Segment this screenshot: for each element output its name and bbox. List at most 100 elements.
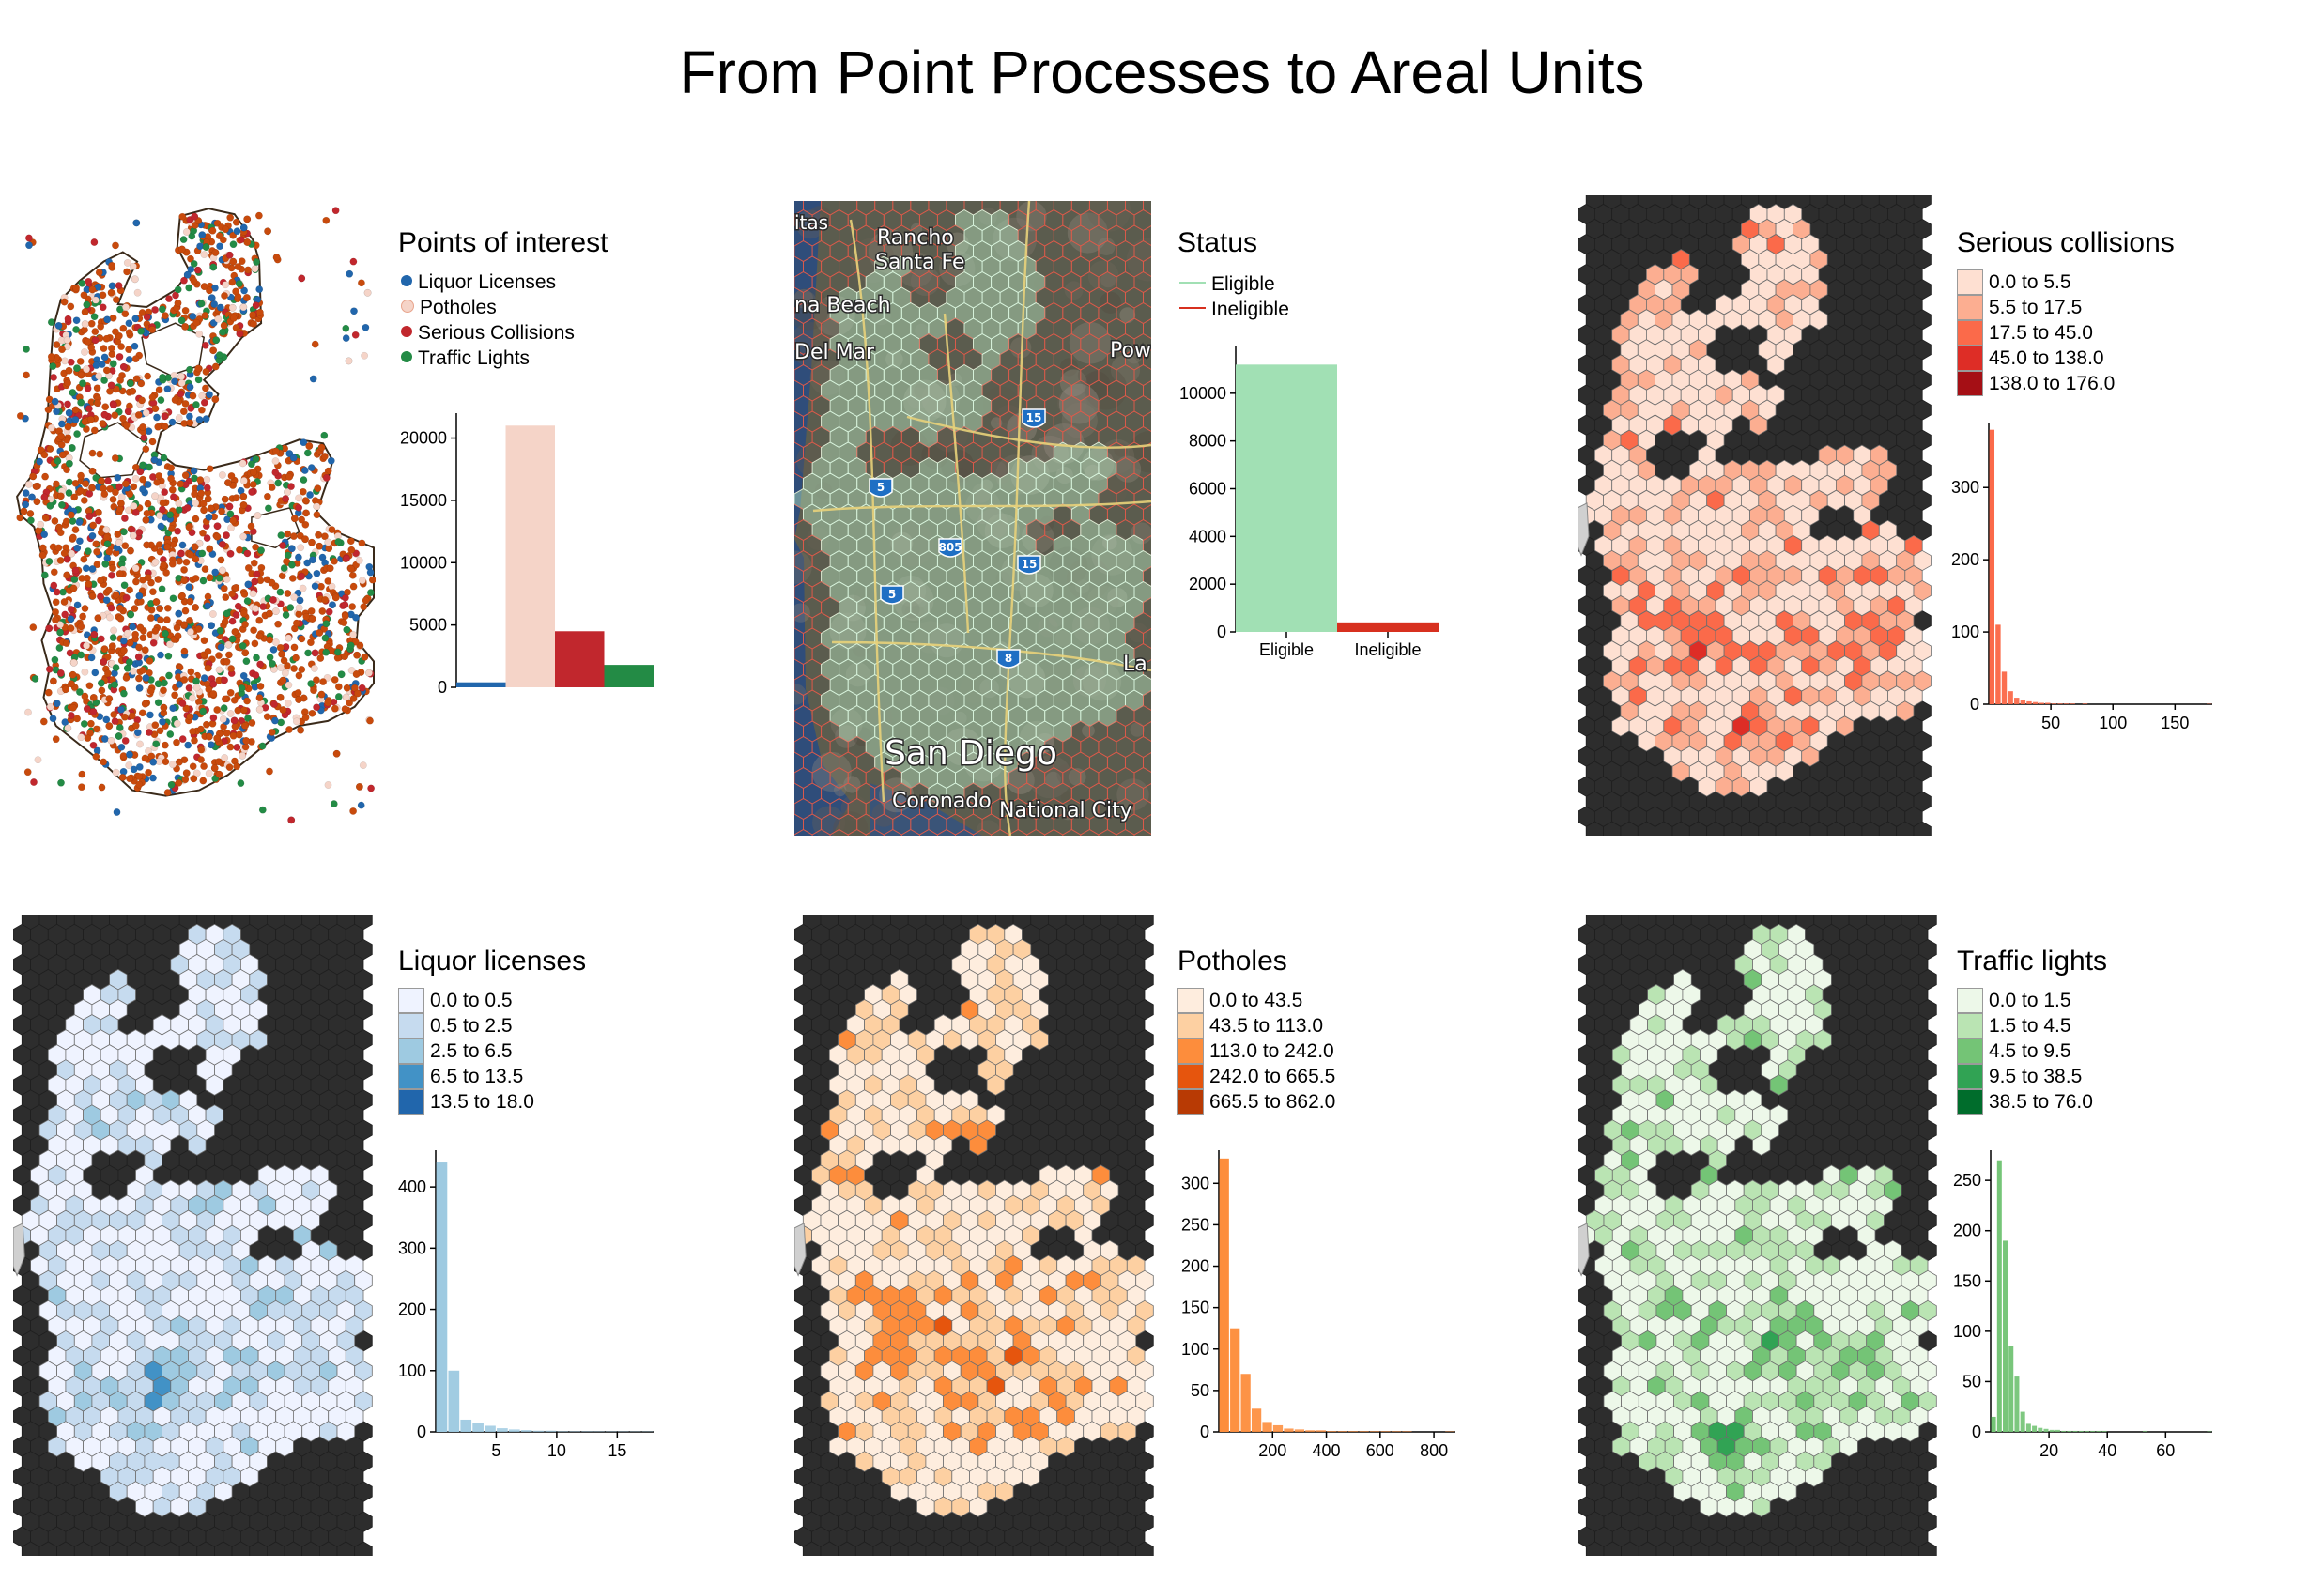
poi-point xyxy=(266,636,274,644)
poi-point xyxy=(348,603,357,611)
poi-point xyxy=(64,423,72,431)
poi-point xyxy=(85,277,93,285)
poi-point xyxy=(226,213,235,222)
poi-point xyxy=(169,493,177,501)
legend-swatch xyxy=(1179,307,1206,310)
legend-swatch xyxy=(1179,282,1206,285)
poi-point xyxy=(190,467,198,475)
poi-point xyxy=(97,679,105,687)
poi-point xyxy=(367,784,376,792)
poi-point xyxy=(220,584,228,592)
poi-point xyxy=(346,269,354,278)
poi-point xyxy=(352,613,360,622)
legend-label: Potholes xyxy=(420,297,497,318)
poi-point xyxy=(205,286,213,295)
poi-point xyxy=(272,254,281,262)
poi-point xyxy=(88,531,97,540)
poi-point xyxy=(278,650,285,658)
poi-point xyxy=(39,717,48,726)
y-tick-label: 15000 xyxy=(400,491,447,510)
poi-point xyxy=(306,491,315,499)
poi-point xyxy=(347,667,356,674)
poi-point xyxy=(99,291,107,300)
poi-point xyxy=(192,555,200,563)
poi-point xyxy=(155,471,163,480)
poi-point xyxy=(310,664,318,672)
poi-point xyxy=(307,680,316,688)
poi-point xyxy=(357,801,365,809)
poi-point xyxy=(340,619,348,627)
poi-point xyxy=(213,706,222,714)
poi-point xyxy=(160,703,168,712)
hex-ineligible xyxy=(1143,721,1151,742)
poi-point xyxy=(145,669,153,677)
collisions-hex-map xyxy=(1578,195,1932,836)
poi-point xyxy=(87,344,96,352)
poi-point xyxy=(152,598,161,606)
terrain-patch xyxy=(1069,322,1112,364)
poi-point xyxy=(186,419,194,427)
y-tick-label: 2000 xyxy=(1189,575,1226,593)
poi-point xyxy=(271,638,280,646)
poi-point xyxy=(256,682,265,690)
poi-point xyxy=(224,640,233,649)
poi-point xyxy=(221,495,229,503)
terrain-patch xyxy=(1097,238,1116,255)
poi-point xyxy=(239,706,248,715)
poi-point xyxy=(290,665,299,672)
poi-point xyxy=(284,530,292,538)
poi-point xyxy=(91,296,100,304)
poi-point xyxy=(205,769,213,777)
poi-point xyxy=(46,445,54,453)
terrain-patch xyxy=(1110,355,1141,385)
poi-point xyxy=(157,522,165,531)
poi-point xyxy=(173,738,180,746)
poi-point xyxy=(54,523,63,531)
bar xyxy=(604,665,654,687)
poi-point xyxy=(353,651,362,659)
poi-point xyxy=(99,303,107,312)
poi-point xyxy=(309,375,317,383)
poi-point xyxy=(252,301,260,310)
poi-point xyxy=(101,403,110,411)
poi-point xyxy=(223,479,232,487)
poi-point xyxy=(159,373,167,381)
poi-point xyxy=(133,729,142,737)
poi-point xyxy=(117,743,126,751)
poi-point xyxy=(202,367,210,376)
poi-point xyxy=(160,561,168,569)
poi-point xyxy=(299,487,307,496)
poi-point xyxy=(131,605,139,613)
poi-point xyxy=(346,699,354,707)
poi-point xyxy=(209,689,218,698)
poi-point xyxy=(300,694,308,702)
terrain-patch xyxy=(982,386,1020,423)
poi-point xyxy=(122,593,131,602)
poi-point xyxy=(71,566,80,575)
poi-point xyxy=(85,682,94,690)
terrain-patch xyxy=(1064,281,1084,300)
poi-point xyxy=(285,726,293,733)
poi-point xyxy=(200,251,208,259)
terrain-patch xyxy=(1021,520,1054,554)
poi-point xyxy=(175,414,183,423)
histogram-bar xyxy=(2039,702,2044,704)
poi-point xyxy=(250,319,258,328)
poi-point xyxy=(173,719,181,728)
poi-point xyxy=(285,634,293,642)
hex-cell xyxy=(1809,309,1828,331)
poi-point xyxy=(331,704,339,713)
status-legend-title: Status xyxy=(1177,227,1258,258)
poi-point xyxy=(165,640,174,649)
legend-label: Eligible xyxy=(1211,273,1275,295)
poi-point xyxy=(334,683,343,691)
poi-point xyxy=(119,646,128,654)
poi-point xyxy=(118,555,127,563)
poi-point xyxy=(78,279,86,287)
poi-point xyxy=(68,680,75,688)
hex-ineligible xyxy=(1143,442,1151,463)
poi-point xyxy=(108,642,116,651)
poi-point xyxy=(263,492,271,500)
